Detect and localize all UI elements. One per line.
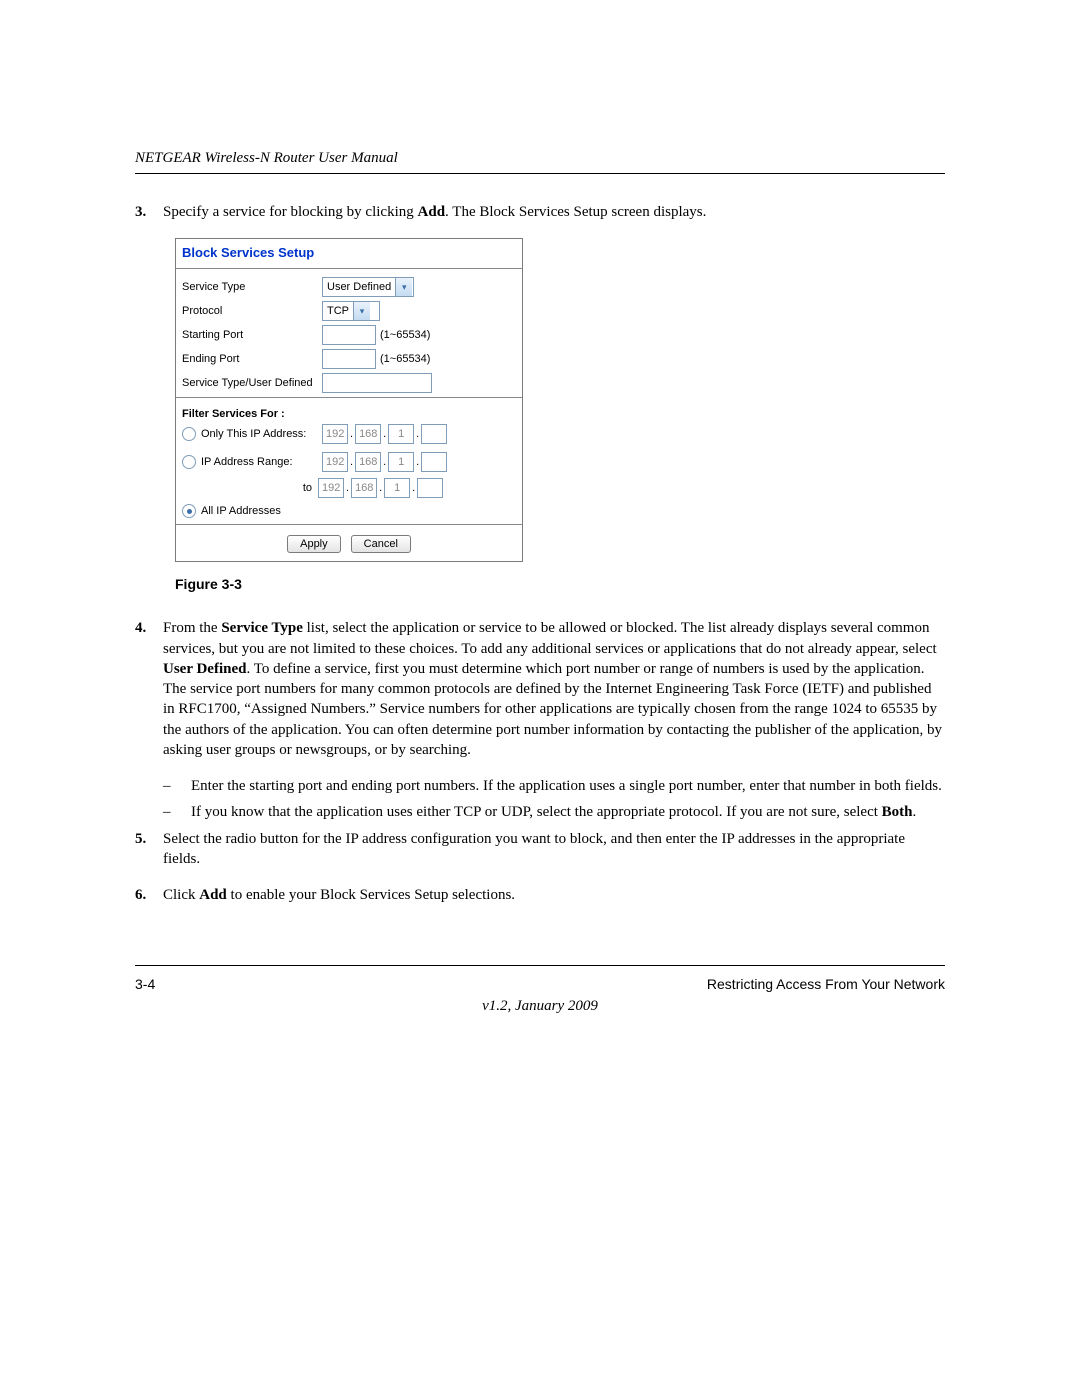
- header-rule: [135, 173, 945, 174]
- step-3: 3. Specify a service for blocking by cli…: [135, 202, 945, 222]
- label-ending-port: Ending Port: [182, 353, 322, 365]
- ip-range-from-group: . . .: [322, 452, 447, 472]
- step-3-body: Specify a service for blocking by clicki…: [163, 202, 945, 222]
- dash-icon: –: [163, 802, 191, 822]
- only-this-label: Only This IP Address:: [201, 428, 306, 440]
- ip-oct-3[interactable]: [388, 452, 414, 472]
- dash-icon: –: [163, 776, 191, 796]
- chevron-down-icon: ▾: [395, 278, 412, 296]
- ending-port-input[interactable]: [322, 349, 376, 369]
- row-service-type: Service Type User Defined ▾: [182, 277, 516, 297]
- chevron-down-icon: ▾: [353, 302, 370, 320]
- all-ip-label: All IP Addresses: [201, 505, 281, 517]
- step-4-body: From the Service Type list, select the a…: [163, 618, 945, 760]
- footer-section: Restricting Access From Your Network: [707, 976, 945, 992]
- step-6: 6. Click Add to enable your Block Servic…: [135, 885, 945, 905]
- header-title: NETGEAR Wireless-N Router User Manual: [135, 150, 945, 167]
- label-user-defined: Service Type/User Defined: [182, 377, 322, 389]
- s4-b2: User Defined: [163, 661, 246, 677]
- starting-port-input[interactable]: [322, 325, 376, 345]
- ip-oct-3[interactable]: [384, 478, 410, 498]
- row-ip-range: IP Address Range: . . .: [182, 452, 516, 472]
- protocol-select[interactable]: TCP ▾: [322, 301, 380, 321]
- ip-range-label: IP Address Range:: [201, 456, 293, 468]
- row-user-defined: Service Type/User Defined: [182, 373, 516, 393]
- service-type-value: User Defined: [323, 281, 395, 293]
- step-6-body: Click Add to enable your Block Services …: [163, 885, 945, 905]
- starting-port-hint: (1~65534): [380, 329, 430, 341]
- footer: 3-4 Restricting Access From Your Network: [135, 976, 945, 992]
- s6-b1: Add: [199, 887, 227, 903]
- apply-button[interactable]: Apply: [287, 535, 341, 553]
- row-starting-port: Starting Port (1~65534): [182, 325, 516, 345]
- radio-all-ip[interactable]: All IP Addresses: [182, 504, 281, 518]
- ip-range-to-group: . . .: [318, 478, 443, 498]
- only-this-ip-group: . . .: [322, 424, 447, 444]
- step-4-sub-a: – Enter the starting port and ending por…: [163, 776, 945, 796]
- s4b-body: If you know that the application uses ei…: [191, 802, 916, 822]
- radio-icon: [182, 455, 196, 469]
- panel-title: Block Services Setup: [182, 245, 516, 260]
- panel-buttons: Apply Cancel: [182, 535, 516, 553]
- page-number: 3-4: [135, 976, 155, 992]
- s4b-t2: .: [913, 804, 917, 820]
- ip-oct-4[interactable]: [417, 478, 443, 498]
- step-3-num: 3.: [135, 202, 163, 222]
- s4-t1: From the: [163, 620, 221, 636]
- s4-b1: Service Type: [221, 620, 303, 636]
- footer-rule: [135, 965, 945, 966]
- block-services-panel: Block Services Setup Service Type User D…: [175, 238, 523, 562]
- ip-oct-1[interactable]: [322, 452, 348, 472]
- step-4: 4. From the Service Type list, select th…: [135, 618, 945, 760]
- step-5-num: 5.: [135, 829, 163, 870]
- s4b-b1: Both: [882, 804, 913, 820]
- radio-only-this-ip[interactable]: Only This IP Address:: [182, 427, 322, 441]
- step-5: 5. Select the radio button for the IP ad…: [135, 829, 945, 870]
- service-type-select[interactable]: User Defined ▾: [322, 277, 414, 297]
- row-protocol: Protocol TCP ▾: [182, 301, 516, 321]
- label-protocol: Protocol: [182, 305, 322, 317]
- ip-oct-1[interactable]: [318, 478, 344, 498]
- panel-sep-1: [176, 268, 522, 269]
- s3-b1: Add: [418, 204, 446, 220]
- step-4-sub-b: – If you know that the application uses …: [163, 802, 945, 822]
- footer-version: v1.2, January 2009: [135, 998, 945, 1015]
- radio-icon: [182, 504, 196, 518]
- s6-t1: Click: [163, 887, 199, 903]
- step-5-body: Select the radio button for the IP addre…: [163, 829, 945, 870]
- row-all-ip: All IP Addresses: [182, 504, 516, 518]
- s4-t3: . To define a service, first you must de…: [163, 661, 942, 758]
- s6-t2: to enable your Block Services Setup sele…: [227, 887, 515, 903]
- label-service-type: Service Type: [182, 281, 322, 293]
- ip-oct-2[interactable]: [351, 478, 377, 498]
- panel-sep-2: [176, 397, 522, 398]
- step-4-num: 4.: [135, 618, 163, 760]
- row-ending-port: Ending Port (1~65534): [182, 349, 516, 369]
- protocol-value: TCP: [323, 305, 353, 317]
- ip-oct-3[interactable]: [388, 424, 414, 444]
- row-only-this-ip: Only This IP Address: . . .: [182, 424, 516, 444]
- radio-icon: [182, 427, 196, 441]
- ip-oct-4[interactable]: [421, 452, 447, 472]
- to-label: to: [182, 482, 318, 494]
- figure-caption: Figure 3-3: [175, 576, 945, 592]
- s4a-text: Enter the starting port and ending port …: [191, 776, 942, 796]
- s3-t1: Specify a service for blocking by clicki…: [163, 204, 418, 220]
- panel-sep-3: [176, 524, 522, 525]
- filter-header: Filter Services For :: [182, 408, 516, 420]
- block-services-panel-wrap: Block Services Setup Service Type User D…: [175, 238, 945, 562]
- s4b-t1: If you know that the application uses ei…: [191, 804, 882, 820]
- row-ip-range-to: to . . .: [182, 478, 516, 498]
- s3-t2: . The Block Services Setup screen displa…: [445, 204, 706, 220]
- ip-oct-2[interactable]: [355, 424, 381, 444]
- label-starting-port: Starting Port: [182, 329, 322, 341]
- user-defined-input[interactable]: [322, 373, 432, 393]
- cancel-button[interactable]: Cancel: [351, 535, 411, 553]
- ip-oct-1[interactable]: [322, 424, 348, 444]
- ending-port-hint: (1~65534): [380, 353, 430, 365]
- radio-ip-range[interactable]: IP Address Range:: [182, 455, 322, 469]
- step-6-num: 6.: [135, 885, 163, 905]
- ip-oct-2[interactable]: [355, 452, 381, 472]
- ip-oct-4[interactable]: [421, 424, 447, 444]
